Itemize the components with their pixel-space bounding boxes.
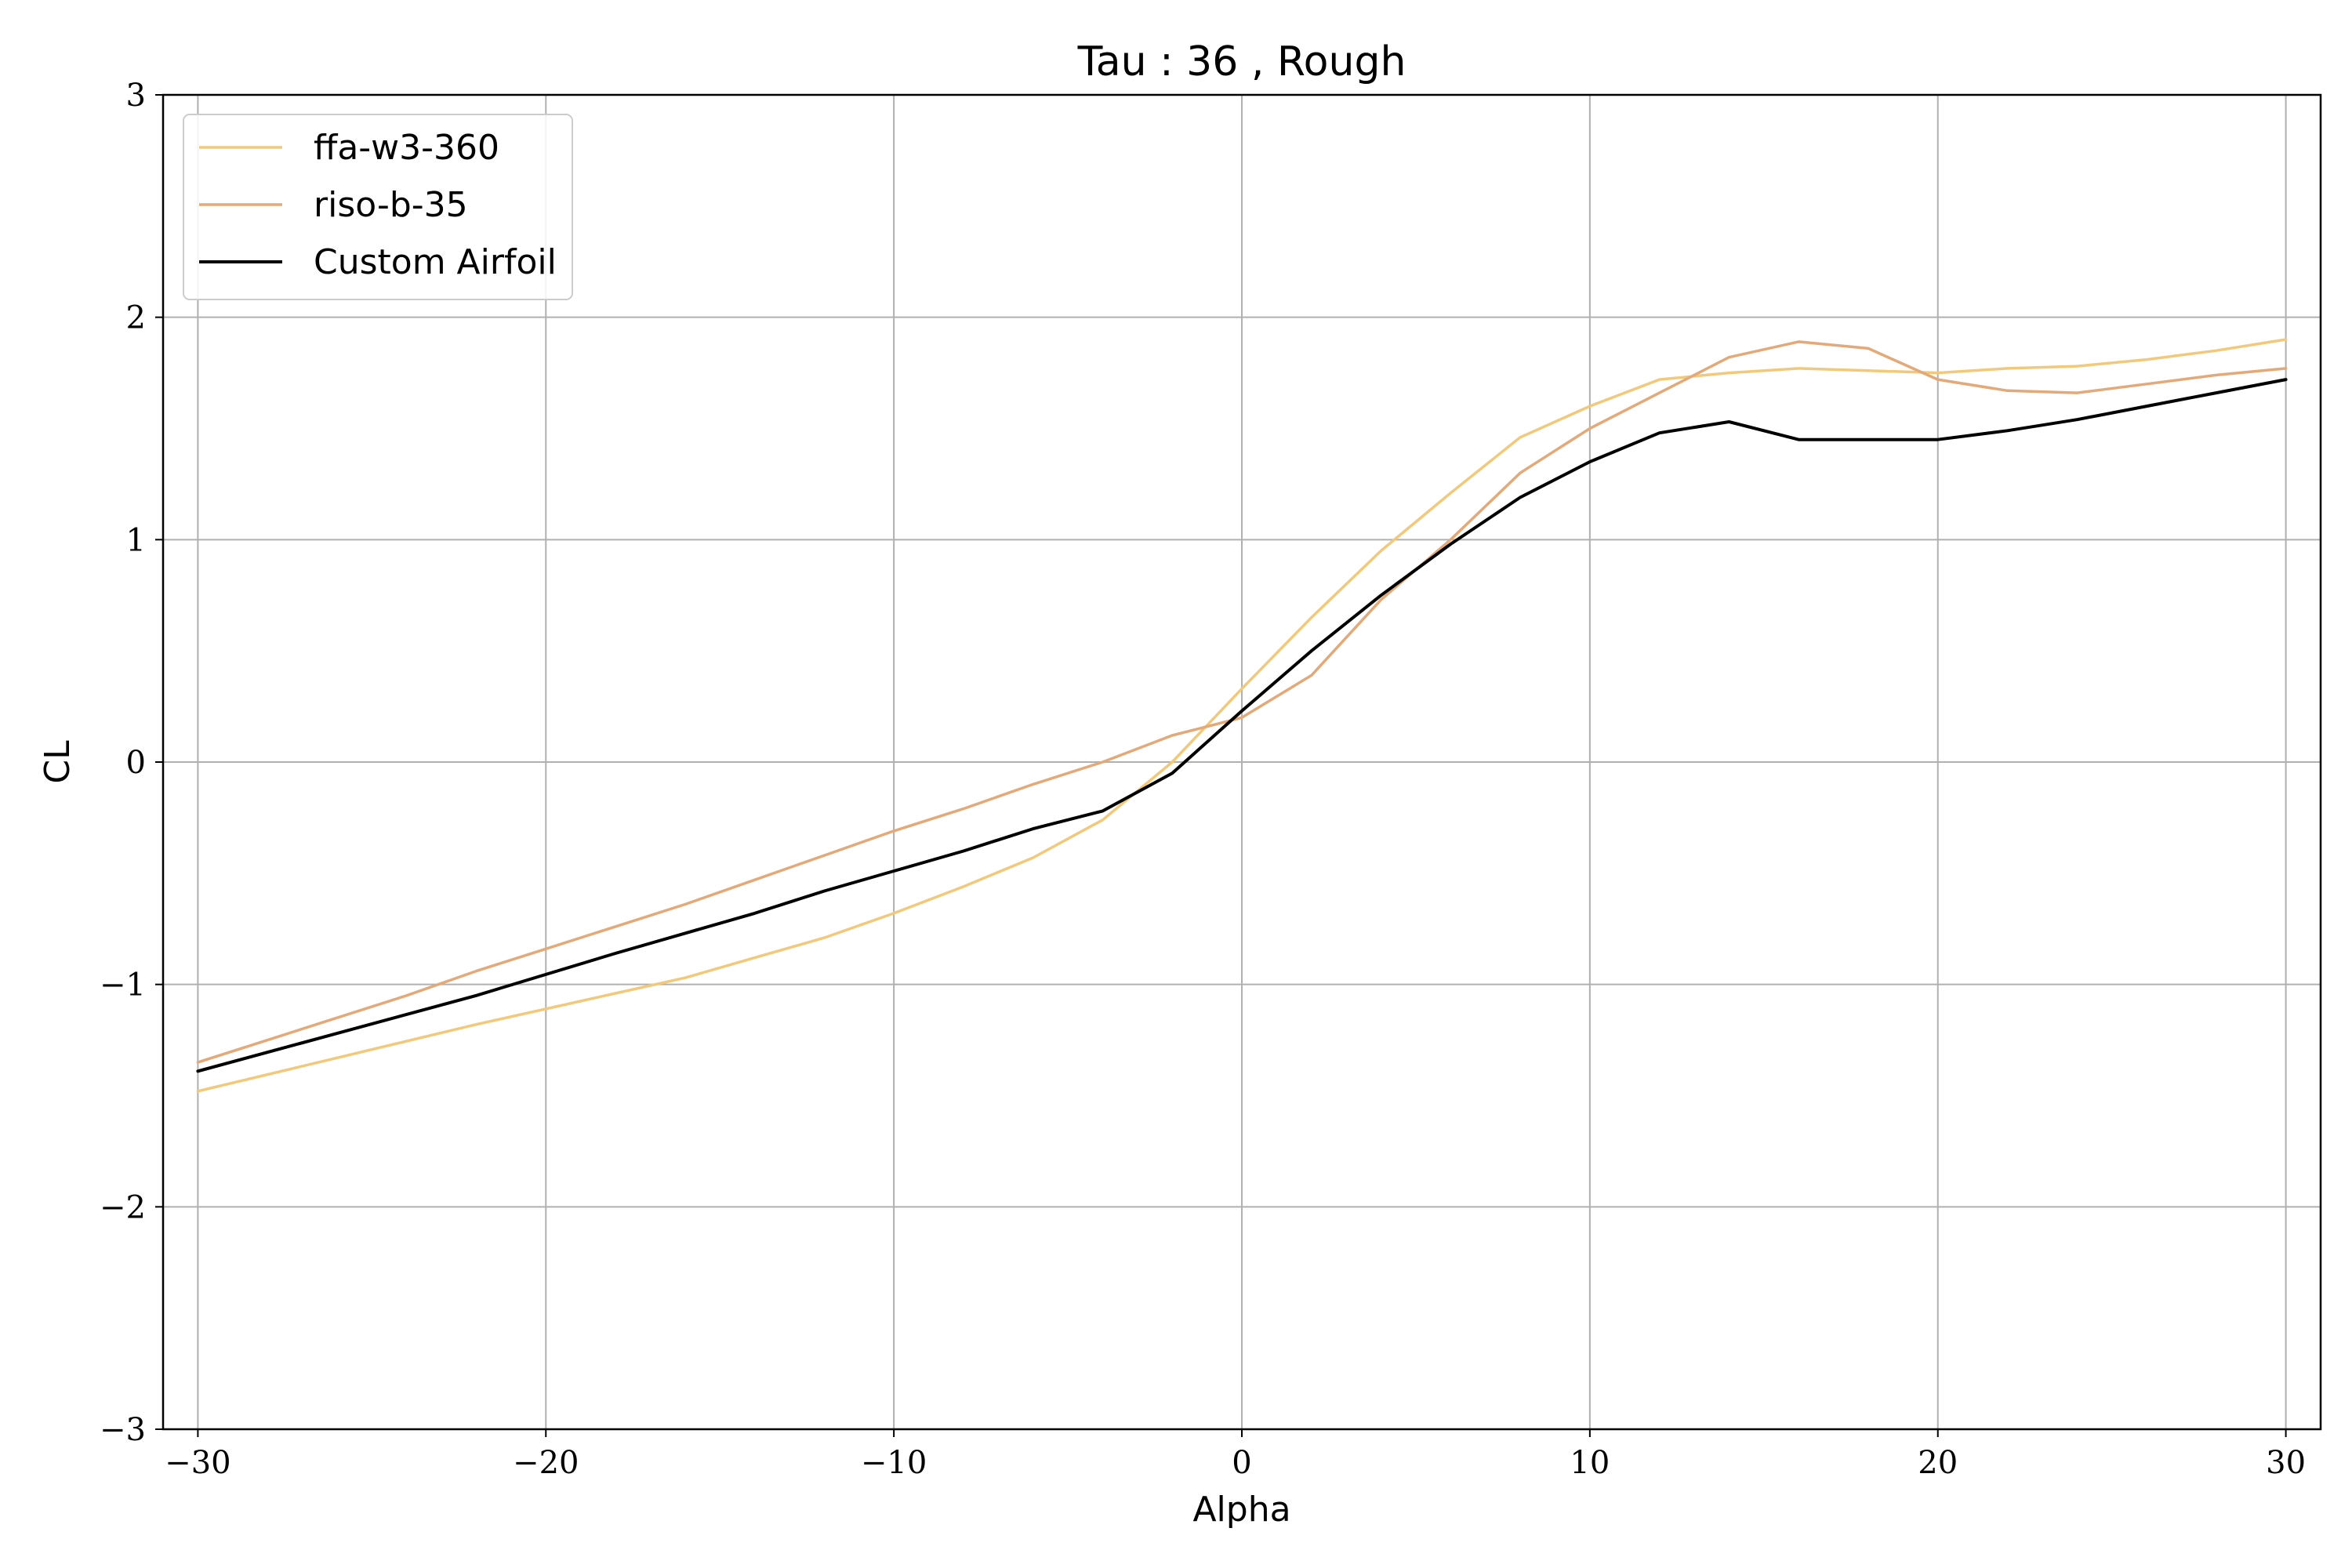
- chart-title: Tau : 36 , Rough: [1077, 38, 1406, 85]
- x-tick-label: −20: [513, 1445, 579, 1481]
- x-tick-label: 30: [2266, 1445, 2306, 1481]
- legend-label: Custom Airfoil: [314, 242, 557, 282]
- y-tick-label: −3: [100, 1412, 146, 1448]
- legend-label: ffa-w3-360: [314, 128, 499, 168]
- x-tick-label: 10: [1570, 1445, 1610, 1481]
- y-tick-label: 0: [126, 745, 146, 781]
- y-tick-label: 1: [126, 522, 146, 558]
- legend: ffa-w3-360 riso-b-35 Custom Airfoil: [183, 114, 573, 300]
- x-tick-label: −10: [861, 1445, 927, 1481]
- y-tick-label: 3: [126, 78, 146, 114]
- y-tick-label: 2: [126, 300, 146, 336]
- series-layer: [196, 338, 2288, 1093]
- y-tick-label: −1: [100, 967, 146, 1004]
- x-tick-label: 20: [1918, 1445, 1958, 1481]
- legend-label: riso-b-35: [314, 185, 468, 225]
- x-tick-label: 0: [1232, 1445, 1251, 1481]
- x-tick-label: −30: [165, 1445, 230, 1481]
- y-tick-label: −2: [100, 1189, 146, 1225]
- series-line-ffa-w3-360: [196, 338, 2288, 1093]
- legend-box: [183, 114, 573, 300]
- y-axis-label: CL: [38, 740, 78, 784]
- x-axis-label: Alpha: [1192, 1490, 1290, 1530]
- series-line-custom-airfoil: [196, 378, 2288, 1073]
- series-line-riso-b-35: [196, 340, 2288, 1064]
